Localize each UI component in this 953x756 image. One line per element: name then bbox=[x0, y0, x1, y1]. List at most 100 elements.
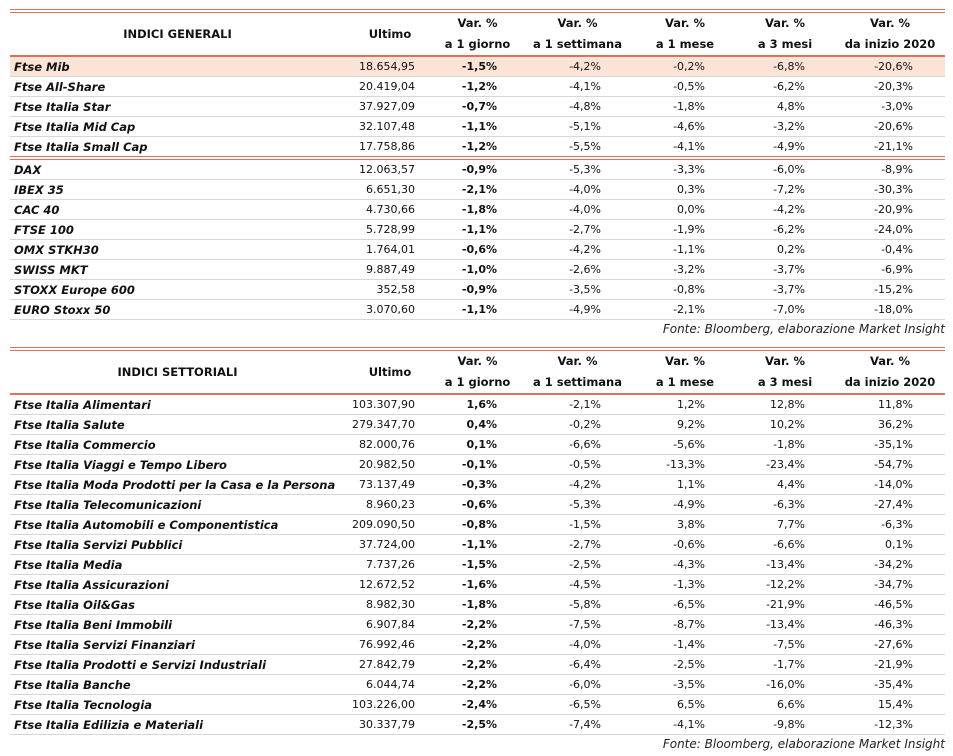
cell-value: -1,5% bbox=[520, 514, 635, 535]
cell-value: -3,2% bbox=[735, 116, 835, 137]
cell-value: -4,8% bbox=[520, 96, 635, 117]
index-name: CAC 40 bbox=[10, 199, 345, 220]
cell-value: 1.764,01 bbox=[345, 239, 435, 260]
cell-value: -6,9% bbox=[835, 259, 945, 280]
cell-value: -4,6% bbox=[635, 116, 735, 137]
header-text: Var. % bbox=[457, 16, 498, 30]
column-header: Var. % da inizio 2020 bbox=[835, 349, 945, 394]
cell-value: -1,1% bbox=[635, 239, 735, 260]
cell-value: -0,6% bbox=[435, 494, 520, 515]
cell-value: -15,2% bbox=[835, 279, 945, 300]
cell-value: -35,1% bbox=[835, 434, 945, 455]
cell-value: -9,8% bbox=[735, 714, 835, 735]
column-header: Ultimo bbox=[345, 11, 435, 56]
index-name: DAX bbox=[10, 156, 345, 180]
column-header: Var. % a 3 mesi bbox=[735, 11, 835, 56]
cell-value: -0,6% bbox=[635, 534, 735, 555]
index-name: Ftse Italia Salute bbox=[10, 414, 345, 435]
cell-value: 6,6% bbox=[735, 694, 835, 715]
table-row: Ftse Italia Media 7.737,26 -1,5% -2,5% -4,3%… bbox=[10, 554, 945, 575]
cell-value: -1,2% bbox=[435, 136, 520, 159]
header-text: Var. % bbox=[557, 16, 598, 30]
table-row: Ftse Italia Viaggi e Tempo Libero 20.982,… bbox=[10, 454, 945, 475]
cell-value: -3,7% bbox=[735, 259, 835, 280]
cell-value: -0,1% bbox=[435, 454, 520, 475]
cell-value: -0,9% bbox=[435, 156, 520, 180]
cell-value: 1,1% bbox=[635, 474, 735, 495]
cell-value: -3,2% bbox=[635, 259, 735, 280]
cell-value: 5.728,99 bbox=[345, 219, 435, 240]
data-table: INDICI GENERALI Ultimo Var. % a 1 giorno Var… bbox=[10, 9, 945, 320]
cell-value: 8.982,30 bbox=[345, 594, 435, 615]
header-text: Var. % bbox=[457, 354, 498, 368]
cell-value: 0,1% bbox=[835, 534, 945, 555]
cell-value: -12,3% bbox=[835, 714, 945, 735]
index-name: Ftse Italia Telecomunicazioni bbox=[10, 494, 345, 515]
cell-value: -30,3% bbox=[835, 179, 945, 200]
cell-value: -1,2% bbox=[435, 76, 520, 97]
cell-value: -6,2% bbox=[735, 76, 835, 97]
cell-value: -46,3% bbox=[835, 614, 945, 635]
cell-value: -0,3% bbox=[435, 474, 520, 495]
cell-value: -4,2% bbox=[520, 239, 635, 260]
cell-value: -3,5% bbox=[635, 674, 735, 695]
cell-value: -1,8% bbox=[435, 594, 520, 615]
cell-value: -5,6% bbox=[635, 434, 735, 455]
header-text: Ultimo bbox=[368, 364, 412, 379]
cell-value: -3,7% bbox=[735, 279, 835, 300]
cell-value: -13,3% bbox=[635, 454, 735, 475]
cell-value: -27,4% bbox=[835, 494, 945, 515]
column-header: INDICI SETTORIALI bbox=[10, 349, 345, 394]
table-row: Ftse Italia Commercio 82.000,76 0,1% -6,6% -… bbox=[10, 434, 945, 455]
column-header: Var. % a 1 giorno bbox=[435, 11, 520, 56]
table-row: STOXX Europe 600 352,58 -0,9% -3,5% -0,8% -3,… bbox=[10, 279, 945, 300]
cell-value: 6.907,84 bbox=[345, 614, 435, 635]
cell-value: -1,1% bbox=[435, 299, 520, 320]
header-text: a 3 mesi bbox=[757, 37, 813, 51]
cell-value: -21,9% bbox=[835, 654, 945, 675]
cell-value: -4,1% bbox=[635, 714, 735, 735]
cell-value: -1,5% bbox=[435, 56, 520, 77]
cell-value: 8.960,23 bbox=[345, 494, 435, 515]
table-row: Ftse Italia Mid Cap 32.107,48 -1,1% -5,1% -4… bbox=[10, 116, 945, 137]
cell-value: -4,3% bbox=[635, 554, 735, 575]
index-name: Ftse Italia Beni Immobili bbox=[10, 614, 345, 635]
cell-value: -34,7% bbox=[835, 574, 945, 595]
index-name: OMX STKH30 bbox=[10, 239, 345, 260]
cell-value: -1,9% bbox=[635, 219, 735, 240]
cell-value: -34,2% bbox=[835, 554, 945, 575]
cell-value: 9,2% bbox=[635, 414, 735, 435]
cell-value: 6,5% bbox=[635, 694, 735, 715]
index-name: STOXX Europe 600 bbox=[10, 279, 345, 300]
cell-value: -2,7% bbox=[520, 219, 635, 240]
cell-value: -6,0% bbox=[520, 674, 635, 695]
column-header: Var. % a 1 mese bbox=[635, 11, 735, 56]
cell-value: -2,5% bbox=[520, 554, 635, 575]
cell-value: -2,1% bbox=[520, 394, 635, 415]
table-row: Ftse Mib 18.654,95 -1,5% -4,2% -0,2% -6,8% -20… bbox=[10, 56, 945, 77]
cell-value: -6,3% bbox=[835, 514, 945, 535]
cell-value: -5,8% bbox=[520, 594, 635, 615]
cell-value: -3,3% bbox=[635, 156, 735, 180]
column-header: Var. % da inizio 2020 bbox=[835, 11, 945, 56]
cell-value: 103.307,90 bbox=[345, 394, 435, 415]
cell-value: -0,9% bbox=[435, 279, 520, 300]
cell-value: -7,4% bbox=[520, 714, 635, 735]
cell-value: -6,5% bbox=[635, 594, 735, 615]
cell-value: -4,1% bbox=[635, 136, 735, 159]
header-text: a 1 giorno bbox=[444, 37, 511, 51]
table-row: Ftse Italia Prodotti e Servizi Industria… bbox=[10, 654, 945, 675]
source-note: Fonte: Bloomberg, elaborazione Market In… bbox=[662, 737, 945, 751]
cell-value: -2,2% bbox=[435, 614, 520, 635]
cell-value: 0,2% bbox=[735, 239, 835, 260]
cell-value: -1,1% bbox=[435, 534, 520, 555]
cell-value: 37.927,09 bbox=[345, 96, 435, 117]
index-name: IBEX 35 bbox=[10, 179, 345, 200]
cell-value: 0,0% bbox=[635, 199, 735, 220]
table-header: INDICI GENERALI Ultimo Var. % a 1 giorno Var… bbox=[10, 11, 945, 56]
cell-value: -12,2% bbox=[735, 574, 835, 595]
cell-value: 0,1% bbox=[435, 434, 520, 455]
index-name: Ftse Italia Edilizia e Materiali bbox=[10, 714, 345, 735]
index-name: Ftse Italia Prodotti e Servizi Industria… bbox=[10, 654, 345, 675]
